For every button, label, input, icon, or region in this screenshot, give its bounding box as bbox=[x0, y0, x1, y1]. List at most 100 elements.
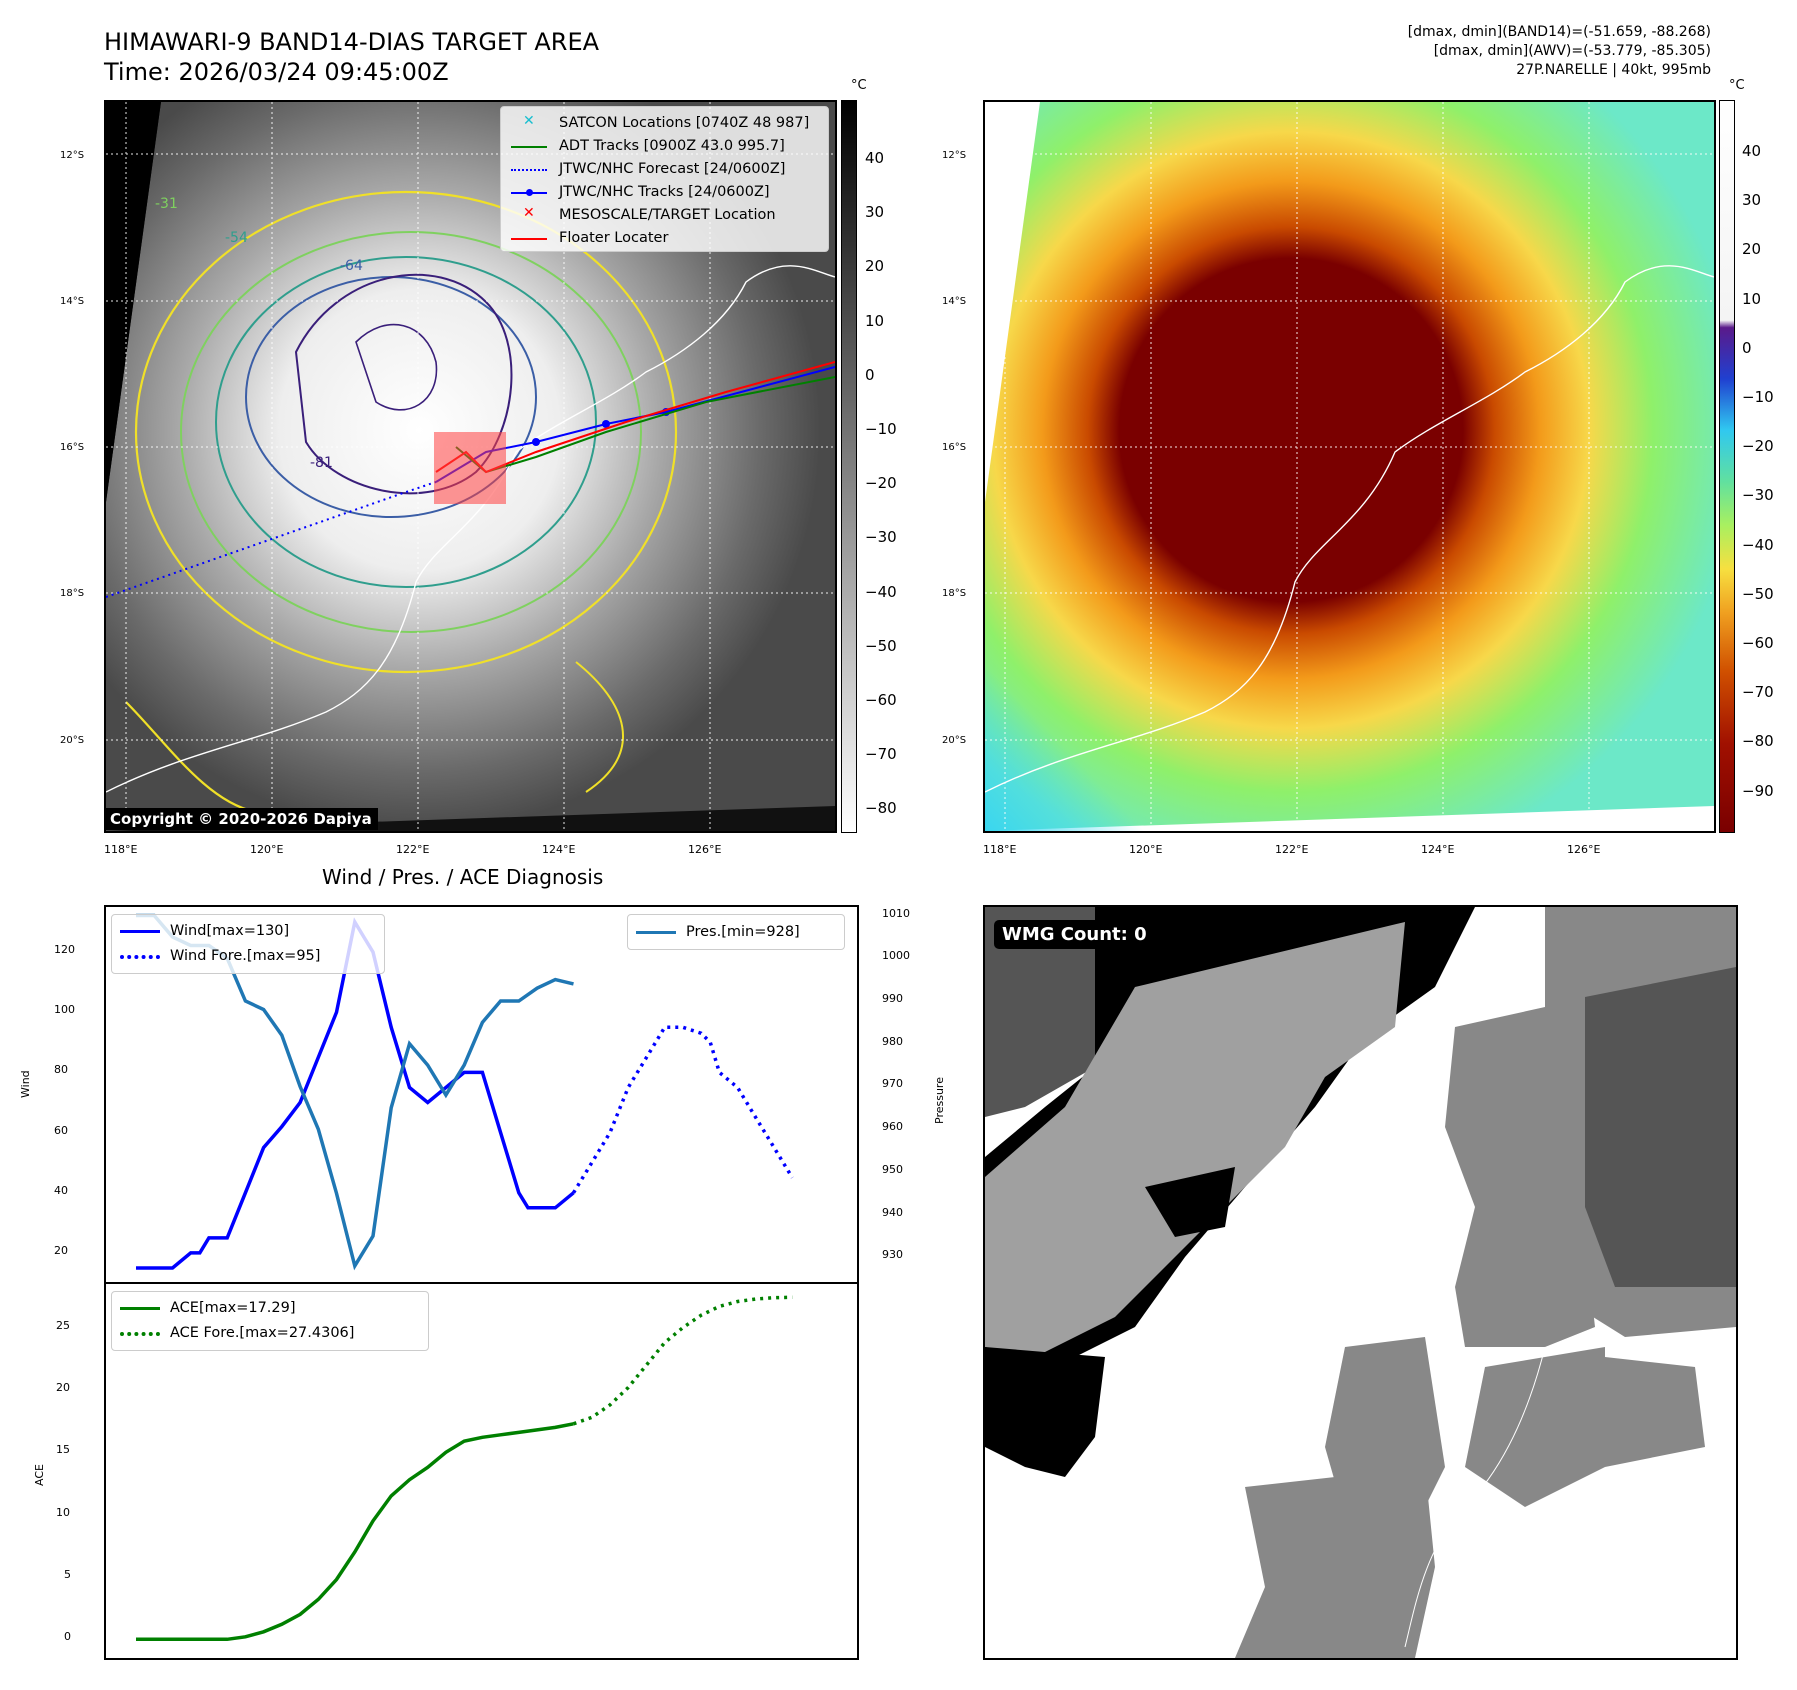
ir-map-image bbox=[106, 102, 835, 831]
colorbar-tick-label: 20 bbox=[865, 257, 885, 276]
colorbar-tick-label: 10 bbox=[865, 311, 885, 330]
legend-item: Floater Locater bbox=[509, 226, 820, 249]
band14-range-info: [dmax, dmin](BAND14)=(-51.659, -88.268) bbox=[1407, 24, 1711, 40]
ir-colorbar-unit: °C bbox=[851, 78, 867, 93]
legend-label: JTWC/NHC Forecast [24/0600Z] bbox=[559, 160, 786, 177]
ace-axis-label: ACE bbox=[33, 1464, 46, 1486]
wmg-panel bbox=[983, 905, 1738, 1660]
ace-chart bbox=[104, 1282, 859, 1660]
latitude-label: 16°S bbox=[942, 442, 967, 453]
legend-label: Pres.[min=928] bbox=[686, 924, 800, 940]
wmg-image bbox=[985, 907, 1736, 1658]
pressure-tick-label: 970 bbox=[882, 1077, 903, 1091]
contour-label: -64 bbox=[340, 258, 363, 274]
dotted-line-icon bbox=[120, 1326, 160, 1340]
colorbar-tick-label: 0 bbox=[1742, 338, 1752, 357]
pressure-tick-label: 980 bbox=[882, 1034, 903, 1048]
pressure-tick-label: 990 bbox=[882, 992, 903, 1005]
ace-tick-label: 0 bbox=[64, 1630, 71, 1644]
series-line-1 bbox=[572, 1295, 793, 1426]
longitude-label: 126°E bbox=[1567, 843, 1601, 856]
longitude-label: 126°E bbox=[688, 843, 722, 856]
legend-label: ACE Fore.[max=27.4306] bbox=[170, 1324, 355, 1341]
legend-item: ACE Fore.[max=27.4306] bbox=[120, 1320, 420, 1345]
contour-label: -54 bbox=[225, 230, 248, 246]
legend-item: JTWC/NHC Forecast [24/0600Z] bbox=[509, 157, 820, 180]
latitude-label: 14°S bbox=[60, 296, 85, 307]
latitude-label: 12°S bbox=[60, 150, 85, 161]
legend-item: ✕ SATCON Locations [0740Z 48 987] bbox=[509, 111, 820, 134]
colorbar-tick-label: −60 bbox=[1742, 634, 1774, 652]
colorbar-tick-label: −40 bbox=[865, 582, 897, 601]
latitude-label: 20°S bbox=[942, 735, 967, 746]
ace-tick-label: 5 bbox=[64, 1567, 71, 1581]
colorbar-tick-label: −10 bbox=[1742, 388, 1774, 406]
ace-tick-label: 20 bbox=[56, 1380, 70, 1394]
colorbar-tick-label: −40 bbox=[1742, 535, 1774, 554]
legend-label: ADT Tracks [0900Z 43.0 995.7] bbox=[559, 137, 785, 154]
legend-label: ACE[max=17.29] bbox=[170, 1299, 296, 1316]
pressure-legend: Pres.[min=928] bbox=[627, 914, 845, 950]
pressure-tick-label: 960 bbox=[882, 1120, 903, 1134]
longitude-label: 118°E bbox=[983, 843, 1017, 856]
legend-label: Wind[max=130] bbox=[170, 922, 290, 939]
line-dot-icon bbox=[509, 185, 549, 199]
awv-range-info: [dmax, dmin](AWV)=(-53.779, -85.305) bbox=[1433, 43, 1711, 59]
colorbar-tick-label: −80 bbox=[865, 799, 897, 818]
figure-time: Time: 2026/03/24 09:45:00Z bbox=[104, 58, 449, 86]
color-colorbar bbox=[1719, 100, 1735, 833]
colorbar-tick-label: −70 bbox=[865, 745, 897, 764]
latitude-label: 18°S bbox=[60, 588, 85, 599]
color-colorbar-unit: °C bbox=[1729, 78, 1745, 93]
legend-label: Wind Fore.[max=95] bbox=[170, 947, 321, 964]
series-line-0 bbox=[136, 1422, 574, 1642]
solid-line-icon bbox=[636, 925, 676, 939]
colorbar-tick-label: 30 bbox=[865, 203, 885, 222]
ir-map-legend: ✕ SATCON Locations [0740Z 48 987] ADT Tr… bbox=[500, 106, 829, 252]
longitude-label: 122°E bbox=[396, 843, 430, 856]
solid-line-icon bbox=[120, 1301, 160, 1315]
colorbar-tick-label: −20 bbox=[865, 474, 897, 493]
wind-axis-label: Wind bbox=[19, 1070, 32, 1098]
colorbar-tick-label: −80 bbox=[1742, 732, 1774, 751]
legend-label: MESOSCALE/TARGET Location bbox=[559, 206, 776, 223]
colorbar-tick-label: 40 bbox=[865, 149, 885, 167]
colorbar-tick-label: 20 bbox=[1742, 240, 1762, 259]
color-map-image bbox=[985, 102, 1714, 831]
ace-tick-label: 25 bbox=[56, 1318, 70, 1332]
colorbar-tick-label: −30 bbox=[865, 528, 897, 547]
copyright-label: Copyright © 2020-2026 Dapiya bbox=[104, 808, 378, 830]
x-marker-icon: ✕ bbox=[523, 204, 535, 221]
colorbar-tick-label: −90 bbox=[1742, 781, 1774, 800]
ace-tick-label: 10 bbox=[56, 1505, 70, 1519]
contour-label: -81 bbox=[310, 455, 333, 471]
colorbar-tick-label: 30 bbox=[1742, 191, 1762, 210]
colorbar-tick-label: −50 bbox=[865, 636, 897, 655]
storm-info: 27P.NARELLE | 40kt, 995mb bbox=[1516, 62, 1711, 78]
legend-item: Wind[max=130] bbox=[120, 918, 376, 943]
solid-line-icon bbox=[509, 231, 549, 245]
longitude-label: 120°E bbox=[1129, 843, 1163, 856]
latitude-label: 18°S bbox=[942, 588, 967, 599]
legend-item: ADT Tracks [0900Z 43.0 995.7] bbox=[509, 134, 820, 157]
series-line-1 bbox=[572, 1025, 794, 1194]
wind-tick-label: 60 bbox=[54, 1123, 68, 1137]
colorbar-tick-label: 0 bbox=[865, 365, 875, 384]
latitude-label: 20°S bbox=[60, 735, 85, 746]
wind-tick-label: 40 bbox=[54, 1183, 68, 1197]
longitude-label: 118°E bbox=[104, 843, 138, 856]
pressure-tick-label: 1000 bbox=[882, 949, 910, 963]
contour-label: -31 bbox=[155, 196, 178, 212]
legend-label: Floater Locater bbox=[559, 229, 669, 246]
longitude-label: 120°E bbox=[250, 843, 284, 856]
colorbar-tick-label: 10 bbox=[1742, 289, 1762, 308]
dotted-line-icon bbox=[509, 162, 549, 176]
ace-plot bbox=[136, 1295, 793, 1642]
pressure-tick-label: 930 bbox=[882, 1248, 903, 1262]
pressure-tick-label: 940 bbox=[882, 1205, 903, 1219]
color-map-panel bbox=[983, 100, 1716, 833]
longitude-label: 122°E bbox=[1275, 843, 1309, 856]
legend-item: ACE[max=17.29] bbox=[120, 1295, 420, 1320]
ace-tick-label: 15 bbox=[56, 1443, 70, 1457]
solid-line-icon bbox=[509, 139, 549, 153]
